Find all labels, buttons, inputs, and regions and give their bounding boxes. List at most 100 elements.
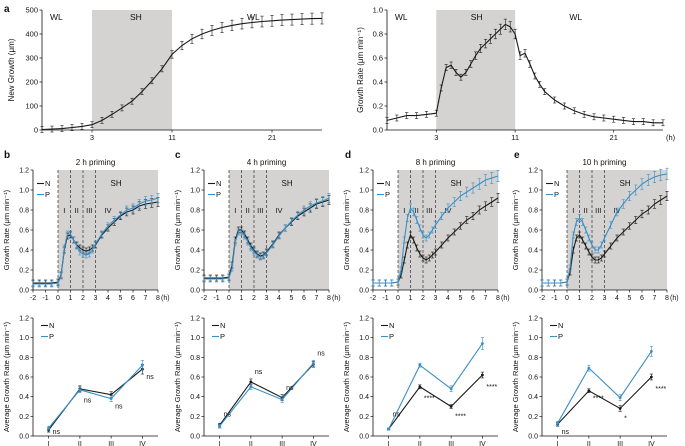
x-tick-label: I [48,441,50,446]
legend-label-p: P [220,332,225,341]
shaded-region [92,10,172,130]
x-tick-label: 4 [277,295,281,302]
region-label: WL [569,12,582,22]
data-point-P [249,385,253,389]
data-point-P [387,427,391,431]
x-tick-label: -2 [539,295,545,302]
x-tick-label: 8 [156,295,160,302]
x-tick-label: 3 [603,295,607,302]
x-tick-label: III [279,441,285,446]
chart-d1: 0.0 0.2 0.4 0.6 0.8 1.0 1.2 Growth Rate (μm min… [342,158,510,302]
x-tick-label: -2 [370,295,376,302]
x-tick-label: IV [648,441,655,446]
data-point-P [109,397,113,401]
shaded-region [436,10,516,130]
chart-c2: 0.0 0.2 0.4 0.6 0.8 1.0 1.2 Average Growth Rate… [173,316,329,446]
stage-label: IV [275,206,282,215]
x-tick-label: III [617,441,623,446]
y-tick-label: 1.0 [190,188,200,195]
data-point-P [140,363,144,367]
chart-d2: 0.0 0.2 0.4 0.6 0.8 1.0 1.2 Average Growth Rate… [342,316,498,446]
legend-label-n: N [558,321,563,330]
sh-label: SH [620,179,631,188]
significance-label: ns [562,429,570,436]
y-tick-label: 0.0 [528,288,538,295]
x-tick-label: I [219,441,221,446]
y-tick-label: 0.2 [190,414,200,421]
significance-label: ns [317,350,325,357]
region-label: SH [130,12,142,22]
significance-label: **** [424,396,435,403]
y-tick-label: 1.0 [19,188,29,195]
legend-label-p: P [389,332,394,341]
y-tick-label: 0.2 [528,268,538,275]
significance-label: ns [255,369,263,376]
significance-label: **** [455,413,466,420]
stage-label: II [246,206,250,215]
x-tick-label: 0 [396,295,400,302]
significance-label: ns [146,374,154,381]
y-tick-label: 0.0 [359,288,369,295]
significance-label: ns [393,411,401,418]
stage-label: III [426,206,432,215]
x-tick-label: 7 [653,295,657,302]
y-tick-label: 0.6 [528,375,538,382]
y-tick-label: 0.6 [359,228,369,235]
x-tick-label: 7 [315,295,319,302]
y-tick-label: 0.6 [373,54,383,63]
x-unit-label: (h) [666,133,676,142]
y-axis-label: Growth Rate (μm min⁻¹) [173,189,182,270]
series-line-growth [41,17,323,131]
x-tick-label: 2 [81,295,85,302]
x-tick-label: 7 [484,295,488,302]
x-tick-label: 4 [615,295,619,302]
x-tick-label: II [418,441,422,446]
y-tick-label: 0.6 [19,228,29,235]
x-tick-label: II [78,441,82,446]
stage-label: III [595,206,601,215]
x-tick-label: 6 [471,295,475,302]
y-axis-label: Average Growth Rate (μm min⁻¹) [173,321,182,432]
y-tick-label: 0.2 [19,414,29,421]
x-tick-label: 6 [131,295,135,302]
shaded-region [229,170,329,290]
chart-c1: 0.0 0.2 0.4 0.6 0.8 1.0 1.2 Growth Rate (μm min… [173,158,341,302]
y-tick-label: 0.4 [190,394,200,401]
y-tick-label: 1.2 [190,316,200,323]
series-line-P [219,362,314,427]
legend-label-p: P [558,332,563,341]
sh-label: SH [451,179,462,188]
x-tick-label: -1 [42,295,48,302]
y-tick-label: 0.8 [528,208,538,215]
chart-title: 4 h priming [247,158,287,167]
legend-label-p: P [554,190,559,199]
data-point-P [311,361,315,365]
y-axis-label: New Growth (μm) [7,38,16,101]
x-tick-label: 4 [106,295,110,302]
stage-label: III [257,206,263,215]
x-unit-label: (h) [501,295,510,302]
significance-label: ns [286,385,294,392]
y-tick-label: 0.2 [19,268,29,275]
y-tick-label: 0.4 [528,394,538,401]
x-tick-label: 5 [628,295,632,302]
x-tick-label: 3 [90,133,94,142]
x-unit-label: (h) [332,295,341,302]
y-tick-label: 1.2 [190,168,200,175]
x-tick-label: 1 [69,295,73,302]
panel-letter-d: d [345,150,351,161]
x-tick-label: 2 [590,295,594,302]
y-tick-label: 0.8 [528,355,538,362]
y-axis-label: Average Growth Rate (μm min⁻¹) [2,321,11,432]
stage-label: I [63,206,65,215]
y-tick-label: 0.4 [19,248,29,255]
series-line-P [557,351,652,424]
y-tick-label: 0.8 [359,208,369,215]
shaded-region [567,170,667,290]
data-point-P [218,424,222,428]
region-label: WL [395,12,408,22]
chart-e1: 0.0 0.2 0.4 0.6 0.8 1.0 1.2 Growth Rate (μm min… [511,158,679,302]
significance-label: **** [593,396,604,403]
legend-label-n: N [554,179,559,188]
x-tick-label: 5 [119,295,123,302]
